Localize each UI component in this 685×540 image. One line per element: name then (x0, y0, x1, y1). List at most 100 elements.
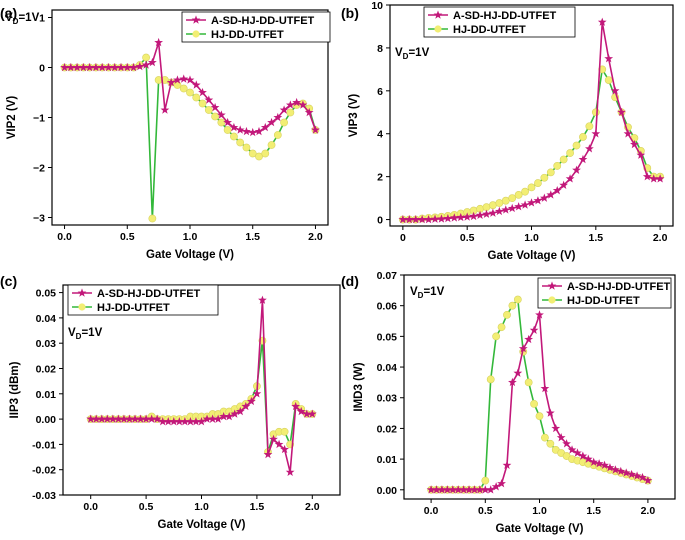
data-point-circle (211, 112, 219, 121)
data-point-circle (501, 196, 510, 205)
data-point-star (180, 417, 190, 426)
data-point-star (611, 465, 620, 474)
data-point-star (513, 368, 523, 377)
data-point-star (470, 485, 479, 494)
data-point-circle (192, 93, 201, 102)
vd-annotation-sub: D (76, 332, 82, 341)
data-point-star (417, 214, 427, 224)
vd-annotation-sub: D (13, 17, 19, 26)
data-point-star (147, 414, 157, 423)
y-tick-label: 2 (377, 172, 383, 184)
y-tick-label: 0.02 (377, 423, 398, 435)
series-line-a-sd-hj-dd-utfet (431, 314, 649, 491)
y-tick-label: 0.00 (377, 485, 398, 497)
data-point-star (488, 208, 498, 217)
legend-marker-circle (548, 296, 556, 304)
plot-frame (403, 274, 676, 500)
data-point-star (85, 62, 95, 72)
data-point-star (135, 61, 145, 71)
y-tick-label: 0.07 (377, 270, 398, 282)
data-point-star (267, 117, 276, 127)
y-tick-label: 0 (39, 63, 45, 75)
data-point-circle (546, 439, 555, 448)
data-point-star (632, 471, 642, 480)
x-axis-title: Gate Voltage (V) (146, 249, 234, 261)
y-tick-label: −1 (33, 113, 45, 125)
legend-frame (181, 11, 331, 43)
data-point-star (296, 406, 306, 416)
data-point-circle (598, 65, 607, 74)
data-point-circle (497, 323, 506, 332)
data-point-circle (553, 162, 562, 170)
data-point-star (263, 449, 273, 459)
data-point-star (426, 485, 436, 494)
data-point-star (114, 414, 123, 423)
x-tick-label: 1.5 (250, 501, 265, 513)
data-point-circle (559, 155, 568, 164)
data-point-star (507, 203, 517, 213)
data-point-star (216, 110, 226, 119)
y-tick-label: 6 (377, 86, 383, 98)
y-tick-label: 0.04 (377, 362, 398, 374)
data-point-circle (179, 84, 188, 93)
data-point-star (186, 417, 195, 426)
data-point-circle (230, 132, 238, 141)
legend-label: A-SD-HJ-DD-UTFET (211, 15, 315, 27)
data-point-star (539, 193, 549, 202)
y-tick-label: 1 (39, 13, 45, 25)
x-tick-label: 0.5 (139, 501, 154, 513)
data-point-circle (527, 183, 536, 192)
legend-label: HJ-DD-UTFET (453, 24, 526, 36)
y-tick-label: 0.03 (377, 393, 398, 405)
data-point-star (302, 409, 312, 418)
data-point-star (520, 200, 530, 209)
data-point-star (565, 174, 575, 183)
y-tick-label: 10 (371, 0, 383, 12)
data-point-star (185, 75, 195, 84)
data-point-star (585, 144, 594, 153)
data-point-star (86, 414, 96, 423)
data-point-star (274, 439, 284, 449)
data-point-circle (280, 427, 289, 436)
vd-annotation: VD=1V (410, 286, 445, 300)
x-tick-label: 2.0 (305, 501, 320, 513)
data-point-star (546, 190, 556, 199)
y-tick-label: 4 (377, 129, 383, 141)
data-point-star (589, 457, 599, 466)
y-tick-label: -0.03 (32, 490, 56, 502)
data-point-star (298, 100, 308, 109)
data-point-star (432, 485, 441, 494)
data-point-star (125, 414, 134, 423)
data-point-star (448, 485, 458, 494)
data-point-circle (508, 301, 517, 310)
data-point-star (443, 213, 453, 223)
legend-frame (67, 284, 219, 316)
data-point-star (129, 62, 138, 72)
data-point-star (97, 414, 107, 423)
data-point-star (627, 469, 637, 479)
y-tick-label: -0.02 (32, 465, 56, 477)
data-point-star (469, 211, 478, 221)
panel-label: (a) (0, 5, 17, 21)
vd-annotation-sub: D (403, 52, 409, 61)
data-point-circle (566, 149, 574, 157)
data-point-circle (546, 168, 555, 177)
y-axis-title: IIP3 (dBm) (9, 361, 21, 418)
data-point-circle (204, 106, 213, 114)
data-point-circle (261, 149, 270, 158)
data-point-star (229, 122, 239, 132)
series-line-hj-dd-utfet (431, 298, 649, 491)
x-tick-label: 0.5 (478, 505, 493, 517)
data-point-star (252, 389, 262, 398)
data-point-circle (534, 179, 542, 187)
data-point-star (630, 139, 639, 149)
data-point-star (304, 107, 314, 117)
data-point-circle (524, 378, 533, 387)
data-point-star (527, 198, 536, 207)
data-point-circle (535, 412, 544, 421)
data-point-star (616, 466, 626, 476)
data-point-circle (217, 118, 226, 127)
data-point-star (552, 186, 562, 195)
data-point-star (273, 112, 283, 122)
x-tick-label: 1.0 (524, 232, 539, 244)
